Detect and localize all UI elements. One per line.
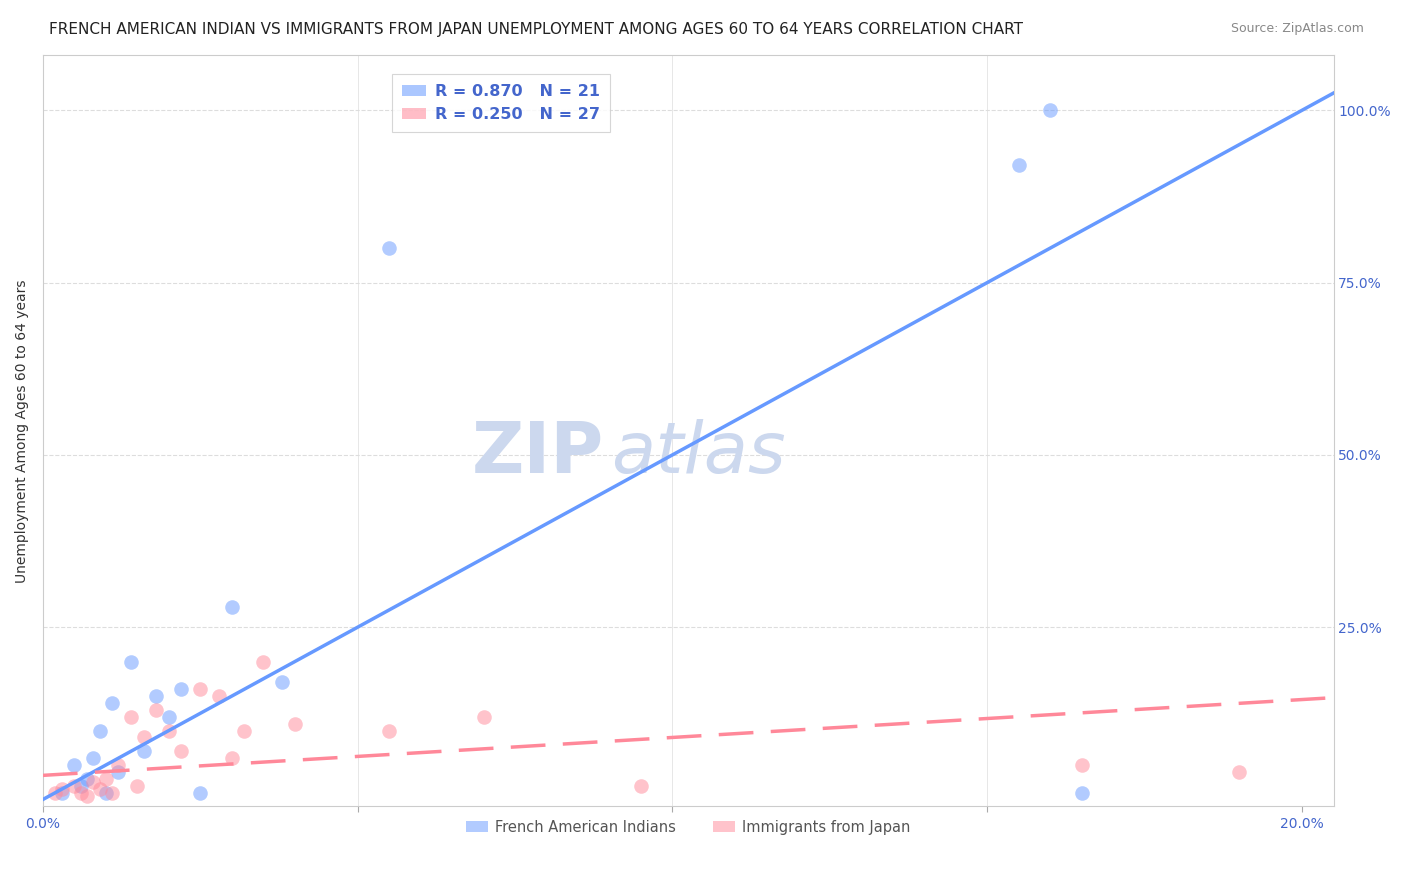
Text: ZIP: ZIP <box>472 419 605 488</box>
Point <box>51 782 73 797</box>
Point <box>51 786 73 800</box>
Point <box>69 786 91 800</box>
Point <box>82 775 104 789</box>
Point <box>107 758 129 772</box>
Point <box>82 751 104 765</box>
Point <box>120 710 142 724</box>
Point <box>630 779 652 793</box>
Text: atlas: atlas <box>610 419 786 488</box>
Point <box>107 764 129 779</box>
Point <box>1039 103 1062 118</box>
Point <box>89 782 111 797</box>
Point <box>101 786 124 800</box>
Point <box>76 789 98 803</box>
Legend: French American Indians, Immigrants from Japan: French American Indians, Immigrants from… <box>460 814 917 840</box>
Point <box>69 779 91 793</box>
Point <box>472 710 495 724</box>
Point <box>1070 758 1092 772</box>
Text: FRENCH AMERICAN INDIAN VS IMMIGRANTS FROM JAPAN UNEMPLOYMENT AMONG AGES 60 TO 64: FRENCH AMERICAN INDIAN VS IMMIGRANTS FRO… <box>49 22 1024 37</box>
Point <box>221 751 243 765</box>
Point <box>208 689 231 703</box>
Point <box>132 731 155 745</box>
Point <box>101 696 124 710</box>
Point <box>1227 764 1250 779</box>
Point <box>1008 158 1031 172</box>
Point <box>284 716 307 731</box>
Point <box>252 655 274 669</box>
Y-axis label: Unemployment Among Ages 60 to 64 years: Unemployment Among Ages 60 to 64 years <box>15 279 30 582</box>
Point <box>44 786 66 800</box>
Point <box>63 758 86 772</box>
Point <box>170 744 193 758</box>
Point <box>63 779 86 793</box>
Point <box>132 744 155 758</box>
Point <box>271 675 294 690</box>
Point <box>94 786 117 800</box>
Point <box>145 689 167 703</box>
Point <box>157 723 180 738</box>
Point <box>378 723 401 738</box>
Point <box>94 772 117 786</box>
Point <box>221 599 243 614</box>
Point <box>127 779 149 793</box>
Point <box>188 682 211 697</box>
Text: Source: ZipAtlas.com: Source: ZipAtlas.com <box>1230 22 1364 36</box>
Point <box>76 772 98 786</box>
Point <box>233 723 256 738</box>
Point <box>188 786 211 800</box>
Point <box>145 703 167 717</box>
Point <box>1070 786 1092 800</box>
Point <box>170 682 193 697</box>
Point <box>89 723 111 738</box>
Point <box>120 655 142 669</box>
Point <box>157 710 180 724</box>
Point <box>378 241 401 255</box>
